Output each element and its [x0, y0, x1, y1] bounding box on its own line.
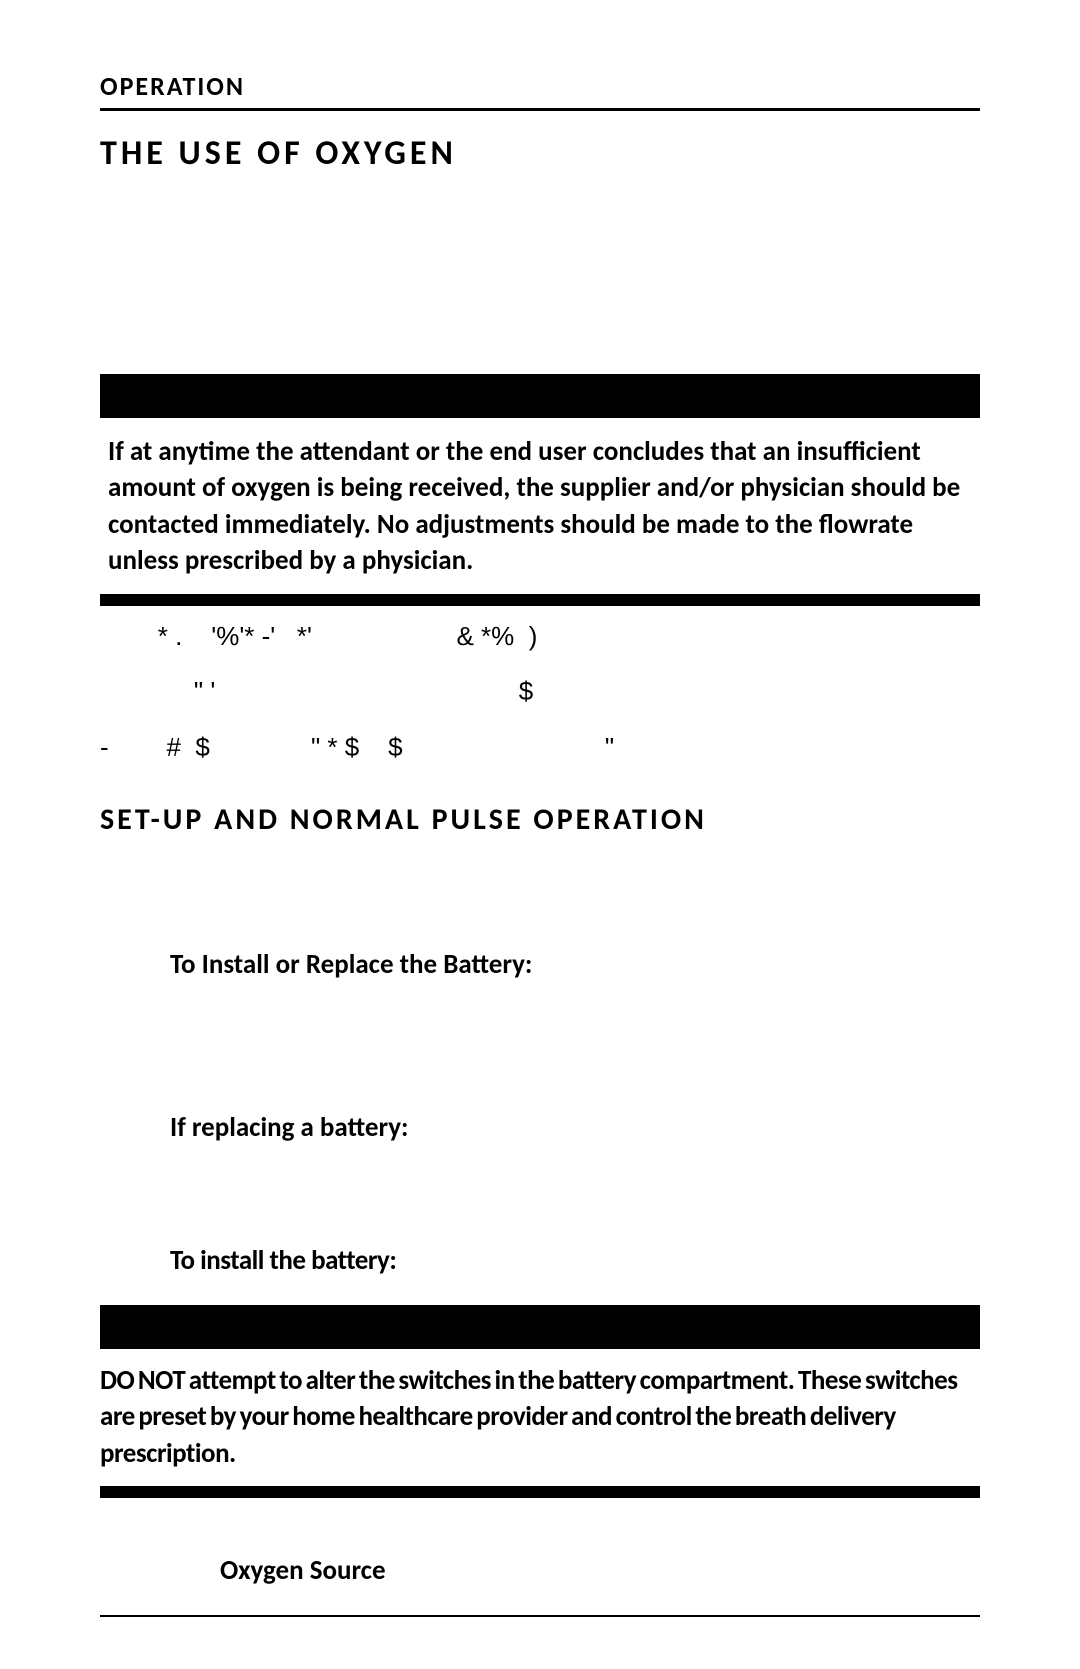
footer-divider	[100, 1615, 980, 1617]
page-container: OPERATION THE USE OF OXYGEN If at anytim…	[0, 0, 1080, 1657]
warning2-header-bar	[100, 1305, 980, 1349]
symbol-row-2: " ' $	[100, 661, 980, 717]
section-header: OPERATION	[100, 70, 980, 111]
symbol-row-3: - # $ " * $ $ "	[100, 717, 980, 773]
warning-1-text: If at anytime the attendant or the end u…	[100, 418, 980, 594]
label-if-replacing-battery: If replacing a battery:	[170, 1111, 980, 1144]
warning2-footer-bar	[100, 1486, 980, 1498]
warning-block-2: DO NOT attempt to alter the switches in …	[100, 1305, 980, 1498]
heading-setup-pulse-operation: SET-UP AND NORMAL PULSE OPERATION	[100, 801, 980, 838]
warning-block-1: If at anytime the attendant or the end u…	[100, 374, 980, 606]
symbol-row-1: * . '%'* -' *' & *% )	[100, 606, 980, 662]
label-oxygen-source: Oxygen Source	[220, 1554, 980, 1587]
heading-use-of-oxygen: THE USE OF OXYGEN	[100, 133, 980, 174]
warning-header-bar	[100, 374, 980, 418]
label-install-replace-battery: To Install or Replace the Battery:	[170, 948, 980, 981]
label-to-install-battery: To install the battery:	[170, 1244, 980, 1277]
warning-footer-bar	[100, 594, 980, 606]
warning-2-text: DO NOT attempt to alter the switches in …	[100, 1349, 980, 1486]
